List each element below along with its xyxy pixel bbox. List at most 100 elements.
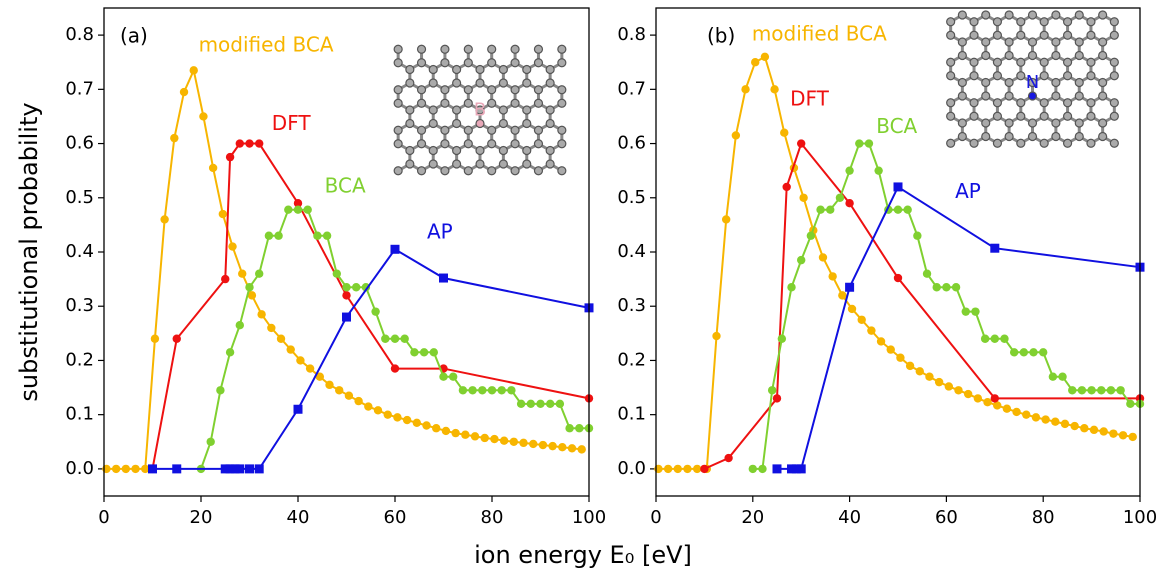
marker — [461, 431, 469, 439]
marker — [1116, 386, 1124, 394]
marker — [826, 206, 834, 214]
marker — [277, 335, 285, 343]
atom — [453, 147, 461, 155]
atom — [488, 99, 496, 107]
atom — [429, 79, 437, 87]
atom — [453, 106, 461, 114]
atom — [418, 59, 426, 67]
marker — [228, 242, 236, 250]
atom — [993, 58, 1001, 66]
atom — [394, 126, 402, 134]
marker — [1020, 348, 1028, 356]
atom — [970, 72, 978, 80]
marker — [964, 390, 972, 398]
atom — [1087, 58, 1095, 66]
marker — [374, 406, 382, 414]
marker — [828, 272, 836, 280]
x-tick-label: 20 — [190, 507, 213, 528]
marker — [170, 134, 178, 142]
atom — [441, 140, 449, 148]
atom — [1064, 112, 1072, 120]
marker — [1097, 386, 1105, 394]
atom — [1099, 79, 1107, 87]
marker — [1022, 410, 1030, 418]
atom — [488, 167, 496, 175]
atom — [982, 92, 990, 100]
x-axis-title: ion energy E₀ [eV] — [474, 541, 692, 569]
marker — [403, 416, 411, 424]
marker — [294, 405, 303, 414]
marker — [778, 335, 786, 343]
atom — [511, 59, 519, 67]
marker — [981, 335, 989, 343]
atom — [1087, 139, 1095, 147]
marker — [1087, 386, 1095, 394]
atom — [1087, 72, 1095, 80]
marker — [488, 386, 496, 394]
marker — [1051, 418, 1059, 426]
atom — [1005, 79, 1013, 87]
atom — [453, 160, 461, 168]
marker — [683, 465, 691, 473]
marker — [410, 348, 418, 356]
atom — [1029, 11, 1037, 19]
atom — [993, 31, 1001, 39]
y-tick-label: 0.1 — [617, 404, 646, 425]
marker — [342, 313, 351, 322]
series-line — [153, 249, 590, 469]
marker — [442, 427, 450, 435]
atom — [418, 140, 426, 148]
marker — [768, 386, 776, 394]
marker — [942, 283, 950, 291]
marker — [1012, 408, 1020, 416]
atom — [453, 120, 461, 128]
marker — [1029, 348, 1037, 356]
atom — [993, 99, 1001, 107]
atom — [1110, 18, 1118, 26]
marker — [122, 465, 130, 473]
atom — [1052, 79, 1060, 87]
marker — [199, 112, 207, 120]
atom — [418, 86, 426, 94]
atom — [546, 79, 554, 87]
marker — [974, 394, 982, 402]
atom — [476, 79, 484, 87]
atom — [958, 11, 966, 19]
marker — [335, 386, 343, 394]
atom — [394, 59, 402, 67]
marker — [294, 206, 302, 214]
marker — [420, 348, 428, 356]
y-tick-label: 0.0 — [617, 458, 646, 479]
atom — [970, 31, 978, 39]
atom — [947, 99, 955, 107]
atom — [958, 119, 966, 127]
marker — [236, 139, 244, 147]
atom — [394, 45, 402, 53]
marker — [894, 206, 902, 214]
atom — [1005, 52, 1013, 60]
atom — [406, 120, 414, 128]
marker — [816, 206, 824, 214]
atom — [1017, 18, 1025, 26]
series-label: DFT — [790, 87, 830, 111]
marker — [209, 164, 217, 172]
marker — [983, 398, 991, 406]
marker — [578, 445, 586, 453]
marker — [151, 335, 159, 343]
marker — [255, 464, 264, 473]
marker — [1000, 335, 1008, 343]
atom — [464, 126, 472, 134]
marker — [1061, 420, 1069, 428]
atom — [947, 72, 955, 80]
marker — [274, 232, 282, 240]
marker — [226, 153, 234, 161]
marker — [952, 283, 960, 291]
marker — [352, 283, 360, 291]
atom — [558, 99, 566, 107]
atom — [1075, 79, 1083, 87]
atom — [441, 45, 449, 53]
marker — [916, 367, 924, 375]
atom — [947, 58, 955, 66]
marker — [422, 421, 430, 429]
marker — [342, 283, 350, 291]
